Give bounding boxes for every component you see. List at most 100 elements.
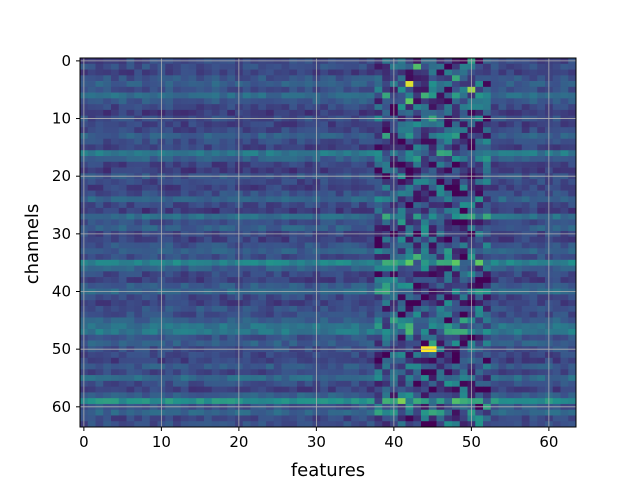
heatmap-cell <box>111 109 120 117</box>
heatmap-cell <box>351 86 360 93</box>
heatmap-cell <box>266 311 275 318</box>
heatmap-cell <box>506 81 515 88</box>
heatmap-cell <box>521 352 530 359</box>
heatmap-cell <box>560 415 569 422</box>
heatmap-cell <box>297 248 306 255</box>
heatmap-cell <box>273 248 282 255</box>
heatmap-cell <box>382 409 391 416</box>
y-axis-label: channels <box>22 204 43 285</box>
heatmap-cell <box>328 398 337 405</box>
heatmap-cell <box>219 213 228 220</box>
heatmap-cell <box>281 207 290 215</box>
heatmap-cell <box>134 213 143 220</box>
heatmap-cell <box>328 132 337 140</box>
heatmap-cell <box>196 81 205 88</box>
heatmap-cell <box>374 213 383 220</box>
heatmap-cell <box>335 415 344 422</box>
heatmap-cell <box>196 121 205 128</box>
heatmap-cell <box>328 202 337 209</box>
heatmap-cell <box>188 282 197 289</box>
heatmap-cell <box>173 144 182 151</box>
heatmap-cell <box>95 386 104 393</box>
heatmap-cell <box>452 328 461 336</box>
heatmap-cell <box>568 219 577 226</box>
heatmap-cell <box>328 392 337 399</box>
heatmap-cell <box>219 398 228 405</box>
heatmap-cell <box>188 98 197 105</box>
heatmap-cell <box>118 167 127 174</box>
heatmap-cell <box>211 265 220 272</box>
heatmap-cell <box>134 380 143 387</box>
heatmap-cell <box>397 190 406 197</box>
heatmap-cell <box>374 357 383 364</box>
heatmap-cell <box>490 398 499 405</box>
heatmap-cell <box>405 369 414 376</box>
heatmap-cell <box>281 340 290 347</box>
heatmap-cell <box>266 305 275 313</box>
heatmap-cell <box>211 167 220 174</box>
heatmap-cell <box>204 328 213 336</box>
heatmap-cell <box>273 92 282 99</box>
heatmap-cell <box>421 375 430 382</box>
heatmap-cell <box>250 63 259 70</box>
heatmap-cell <box>126 156 135 163</box>
heatmap-cell <box>211 225 220 232</box>
heatmap-cell <box>258 317 267 324</box>
heatmap-cell <box>227 398 236 405</box>
heatmap-cell <box>289 254 298 261</box>
heatmap-cell <box>529 236 538 243</box>
heatmap-cell <box>397 380 406 387</box>
heatmap-cell <box>219 86 228 93</box>
heatmap-cell <box>134 225 143 232</box>
heatmap-cell <box>421 300 430 307</box>
heatmap-cell <box>521 311 530 318</box>
heatmap-cell <box>405 392 414 399</box>
heatmap-cell <box>103 398 112 405</box>
heatmap-cell <box>452 363 461 370</box>
heatmap-cell <box>397 184 406 191</box>
heatmap-cell <box>374 311 383 318</box>
heatmap-cell <box>242 144 251 151</box>
heatmap-cell <box>219 144 228 151</box>
heatmap-cell <box>266 196 275 203</box>
heatmap-cell <box>211 92 220 99</box>
heatmap-cell <box>413 305 422 313</box>
heatmap-cell <box>320 167 329 174</box>
heatmap-cell <box>165 225 174 232</box>
heatmap-cell <box>211 179 220 186</box>
heatmap-cell <box>219 415 228 422</box>
heatmap-cell <box>173 363 182 370</box>
heatmap-cell <box>498 63 507 70</box>
heatmap-cell <box>142 375 151 382</box>
heatmap-cell <box>250 69 259 76</box>
heatmap-cell <box>142 415 151 422</box>
heatmap-cell <box>258 421 267 428</box>
heatmap-cell <box>521 161 530 168</box>
heatmap-cell <box>142 328 151 336</box>
heatmap-cell <box>328 421 337 428</box>
heatmap-cell <box>552 161 561 168</box>
heatmap-cell <box>397 340 406 347</box>
heatmap-cell <box>374 127 383 134</box>
heatmap-cell <box>95 196 104 203</box>
heatmap-cell <box>111 75 120 82</box>
heatmap-cell <box>142 305 151 313</box>
heatmap-cell <box>180 369 189 376</box>
heatmap-cell <box>374 375 383 382</box>
heatmap-cell <box>568 144 577 151</box>
heatmap-cell <box>328 196 337 203</box>
heatmap-cell <box>258 340 267 347</box>
heatmap-cell <box>421 196 430 203</box>
heatmap-cell <box>552 196 561 203</box>
heatmap-cell <box>134 121 143 128</box>
heatmap-cell <box>560 196 569 203</box>
heatmap-cell <box>204 323 213 330</box>
heatmap-cell <box>459 179 468 186</box>
plot-frame <box>79 57 577 428</box>
heatmap-cell <box>335 421 344 428</box>
heatmap-cell <box>374 398 383 405</box>
heatmap-cell <box>196 357 205 364</box>
y-tick-label: 10 <box>52 110 71 128</box>
heatmap-cell <box>118 323 127 330</box>
heatmap-cell <box>111 248 120 255</box>
